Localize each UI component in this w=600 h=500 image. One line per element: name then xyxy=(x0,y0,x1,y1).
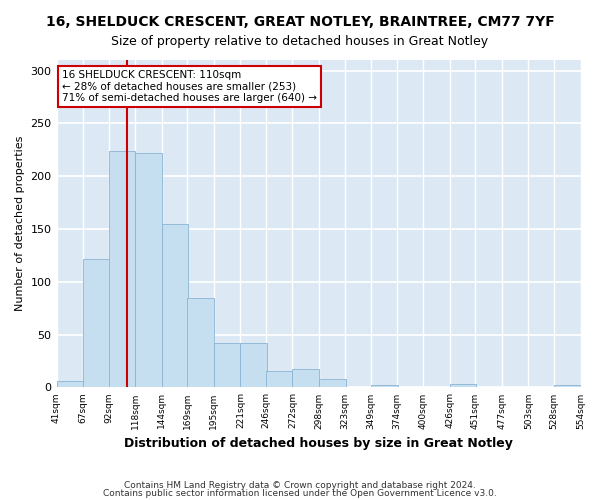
Bar xyxy=(292,370,319,388)
Bar xyxy=(266,370,292,388)
Text: 16, SHELDUCK CRESCENT, GREAT NOTLEY, BRAINTREE, CM77 7YF: 16, SHELDUCK CRESCENT, GREAT NOTLEY, BRA… xyxy=(46,15,554,29)
X-axis label: Distribution of detached houses by size in Great Notley: Distribution of detached houses by size … xyxy=(124,437,513,450)
Bar xyxy=(56,381,83,388)
Bar xyxy=(214,343,241,388)
Bar xyxy=(241,343,267,388)
Text: Contains HM Land Registry data © Crown copyright and database right 2024.: Contains HM Land Registry data © Crown c… xyxy=(124,481,476,490)
Text: Contains public sector information licensed under the Open Government Licence v3: Contains public sector information licen… xyxy=(103,488,497,498)
Bar xyxy=(450,384,476,388)
Bar xyxy=(109,151,135,388)
Text: Size of property relative to detached houses in Great Notley: Size of property relative to detached ho… xyxy=(112,35,488,48)
Y-axis label: Number of detached properties: Number of detached properties xyxy=(15,136,25,312)
Bar xyxy=(554,386,581,388)
Bar xyxy=(83,258,110,388)
Bar xyxy=(187,298,214,388)
Bar xyxy=(135,153,162,388)
Bar xyxy=(319,379,346,388)
Text: 16 SHELDUCK CRESCENT: 110sqm
← 28% of detached houses are smaller (253)
71% of s: 16 SHELDUCK CRESCENT: 110sqm ← 28% of de… xyxy=(62,70,317,103)
Bar xyxy=(371,386,398,388)
Bar xyxy=(162,224,188,388)
